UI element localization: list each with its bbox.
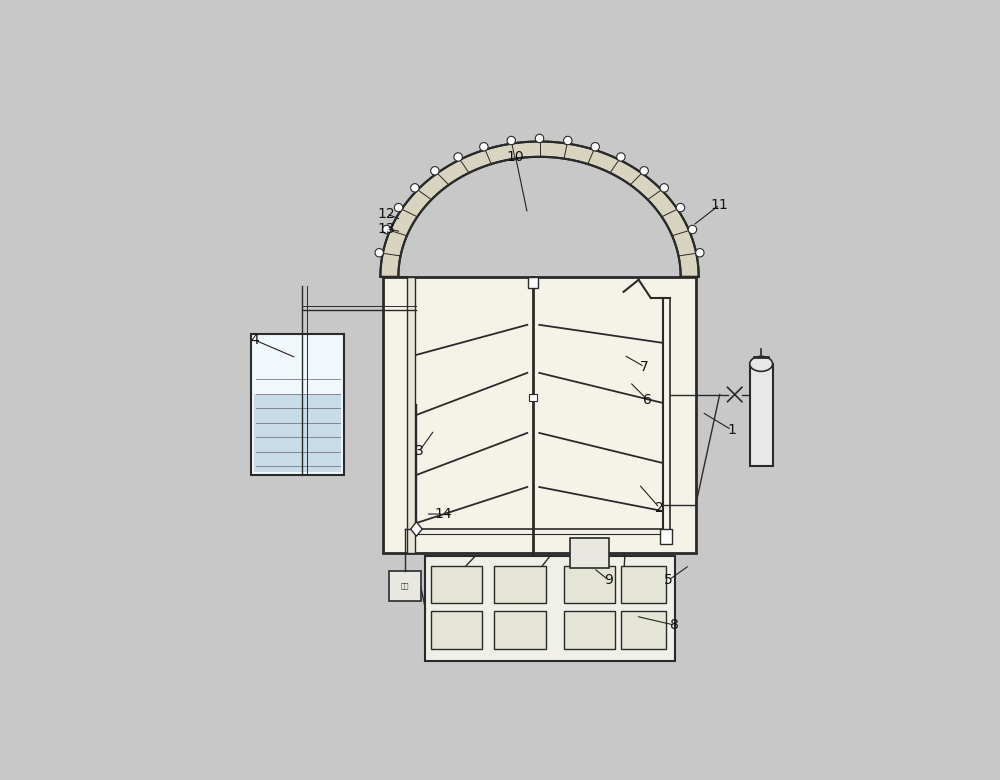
Text: 12: 12 [378, 207, 395, 221]
Bar [750, 363, 773, 466]
Circle shape [480, 143, 488, 151]
Text: 8: 8 [670, 618, 679, 632]
Bar [529, 394, 537, 401]
Polygon shape [380, 141, 699, 277]
Circle shape [696, 249, 704, 257]
Bar [494, 611, 546, 648]
Circle shape [431, 167, 439, 175]
Text: 5: 5 [664, 573, 673, 587]
Text: 3: 3 [415, 444, 424, 458]
Text: 6: 6 [643, 393, 652, 407]
Text: 7: 7 [640, 360, 649, 374]
Circle shape [507, 136, 515, 145]
Circle shape [382, 225, 391, 234]
Bar [564, 611, 615, 648]
Bar [528, 277, 538, 288]
Circle shape [564, 136, 572, 145]
Bar [383, 277, 696, 553]
Bar [621, 566, 666, 604]
Bar [494, 566, 546, 604]
Text: 13: 13 [378, 222, 395, 236]
Circle shape [676, 204, 685, 212]
Bar [389, 571, 421, 601]
Bar [564, 566, 615, 604]
Bar [431, 611, 482, 648]
Circle shape [617, 153, 625, 161]
Circle shape [375, 249, 383, 257]
Text: 14: 14 [435, 507, 452, 521]
Text: 1: 1 [727, 423, 736, 437]
Bar [425, 556, 675, 661]
Circle shape [660, 183, 668, 192]
Bar [660, 529, 672, 544]
Circle shape [591, 143, 599, 151]
Ellipse shape [750, 356, 773, 371]
Bar [251, 334, 344, 475]
Bar [254, 395, 341, 472]
Circle shape [640, 167, 648, 175]
Polygon shape [411, 522, 422, 536]
Bar [570, 538, 609, 568]
Text: 4: 4 [250, 333, 259, 347]
Bar [407, 277, 415, 553]
Text: 10: 10 [507, 150, 524, 164]
Circle shape [394, 204, 403, 212]
Bar [621, 611, 666, 648]
Circle shape [411, 183, 419, 192]
Circle shape [535, 134, 544, 143]
Text: 11: 11 [711, 197, 729, 211]
Text: 调节: 调节 [401, 583, 409, 590]
Circle shape [688, 225, 697, 234]
Text: 9: 9 [604, 573, 613, 587]
Bar [431, 566, 482, 604]
Circle shape [454, 153, 462, 161]
Text: 2: 2 [655, 501, 664, 515]
